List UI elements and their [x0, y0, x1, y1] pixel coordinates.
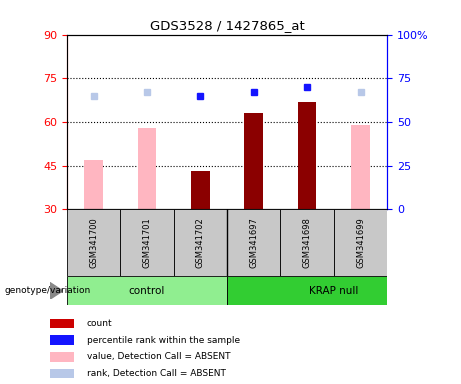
Text: genotype/variation: genotype/variation: [5, 286, 91, 295]
Bar: [50, 369, 75, 378]
FancyBboxPatch shape: [280, 209, 334, 276]
Bar: [84, 160, 103, 209]
Text: KRAP null: KRAP null: [309, 286, 359, 296]
FancyBboxPatch shape: [120, 209, 174, 276]
FancyBboxPatch shape: [67, 209, 120, 276]
Text: GSM341698: GSM341698: [302, 217, 312, 268]
FancyBboxPatch shape: [67, 276, 227, 305]
Text: value, Detection Call = ABSENT: value, Detection Call = ABSENT: [87, 353, 230, 361]
Bar: [351, 125, 370, 209]
FancyBboxPatch shape: [227, 276, 387, 305]
Text: percentile rank within the sample: percentile rank within the sample: [87, 336, 240, 344]
Text: GSM341700: GSM341700: [89, 217, 98, 268]
FancyBboxPatch shape: [227, 209, 280, 276]
Bar: [137, 128, 156, 209]
Text: control: control: [129, 286, 165, 296]
Bar: [298, 101, 317, 209]
FancyBboxPatch shape: [334, 209, 387, 276]
Text: GSM341702: GSM341702: [196, 217, 205, 268]
Text: GSM341697: GSM341697: [249, 217, 258, 268]
Bar: [244, 113, 263, 209]
Bar: [50, 352, 75, 362]
Title: GDS3528 / 1427865_at: GDS3528 / 1427865_at: [150, 19, 304, 32]
Text: GSM341701: GSM341701: [142, 217, 152, 268]
FancyBboxPatch shape: [174, 209, 227, 276]
Bar: [50, 335, 75, 345]
Polygon shape: [50, 283, 63, 300]
Text: rank, Detection Call = ABSENT: rank, Detection Call = ABSENT: [87, 369, 225, 378]
Text: count: count: [87, 319, 112, 328]
Bar: [50, 319, 75, 328]
Text: GSM341699: GSM341699: [356, 217, 365, 268]
Bar: [191, 171, 210, 209]
